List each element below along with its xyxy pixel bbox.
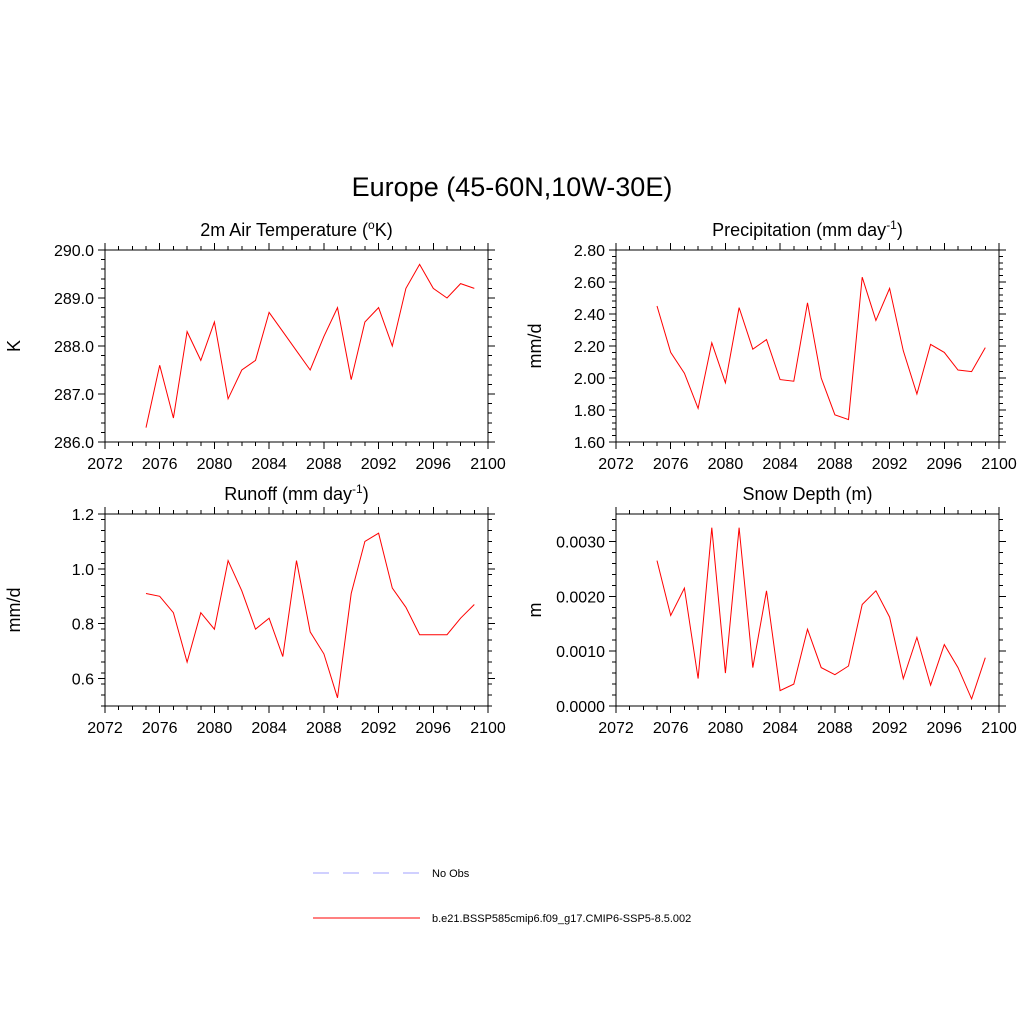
x-tick-label: 2080 (708, 720, 744, 737)
figure-title: Europe (45-60N,10W-30E) (352, 172, 673, 202)
y-axis-label: m (525, 603, 545, 618)
panel-temperature: 2072 2076 2080 2084 2088 2092 2096 2100 286.0 287… (4, 218, 506, 473)
panel-title: 2m Air Temperature (oK) (200, 218, 392, 240)
x-tick-label: 2076 (142, 720, 178, 737)
y-tick-label: 2.00 (574, 371, 605, 388)
x-tick-label: 2072 (87, 456, 123, 473)
x-tick-label: 2072 (598, 720, 634, 737)
x-tick-label: 2088 (306, 720, 342, 737)
x-tick-label: 2076 (653, 720, 689, 737)
x-tick-label: 2100 (981, 456, 1017, 473)
y-tick-label: 0.0010 (556, 644, 605, 661)
x-tick-label: 2084 (251, 456, 287, 473)
legend: No Obs b.e21.BSSP585cmip6.f09_g17.CMIP6-S… (313, 868, 691, 925)
x-tick-label: 2080 (197, 720, 233, 737)
x-tick-label: 2084 (762, 720, 798, 737)
y-tick-label: 2.20 (574, 339, 605, 356)
y-tick-label: 287.0 (54, 387, 94, 404)
x-tick-label: 2088 (817, 456, 853, 473)
x-tick-label: 2088 (817, 720, 853, 737)
x-tick-label: 2100 (470, 456, 506, 473)
x-tick-label: 2072 (87, 720, 123, 737)
panel-title: Runoff (mm day-1) (224, 482, 368, 504)
y-axis-label: mm/d (525, 324, 545, 369)
x-tick-label: 2088 (306, 456, 342, 473)
series-line (145, 263, 475, 428)
x-tick-label: 2096 (415, 720, 451, 737)
y-tick-label: 286.0 (54, 435, 94, 452)
y-tick-label: 0.8 (72, 617, 94, 634)
y-tick-label: 1.0 (72, 562, 94, 579)
y-tick-label: 2.80 (574, 243, 605, 260)
y-tick-label: 0.0030 (556, 534, 605, 551)
y-tick-label: 290.0 (54, 243, 94, 260)
y-tick-label: 0.0000 (556, 699, 605, 716)
x-tick-label: 2076 (142, 456, 178, 473)
y-tick-label: 288.0 (54, 339, 94, 356)
panel-title: Snow Depth (m) (742, 484, 872, 504)
x-tick-label: 2092 (872, 720, 908, 737)
x-tick-label: 2096 (415, 456, 451, 473)
series-line (656, 527, 986, 701)
y-axis-label: mm/d (4, 588, 24, 633)
x-tick-label: 2100 (981, 720, 1017, 737)
x-tick-label: 2072 (598, 456, 634, 473)
panel-precipitation: 2072 2076 2080 2084 2088 2092 2096 2100 1.60 1.80… (525, 218, 1017, 473)
panel-runoff: 2072 2076 2080 2084 2088 2092 2096 2100 0.6 0.8 1.… (4, 482, 506, 737)
y-tick-label: 1.80 (574, 403, 605, 420)
x-tick-label: 2092 (361, 456, 397, 473)
y-tick-label: 2.60 (574, 275, 605, 292)
legend-label: b.e21.BSSP585cmip6.f09_g17.CMIP6-SSP5-8.… (432, 913, 691, 925)
y-axis-label: K (4, 340, 24, 352)
x-tick-label: 2084 (251, 720, 287, 737)
x-tick-label: 2100 (470, 720, 506, 737)
panel-snow-depth: 2072 2076 2080 2084 2088 2092 2096 2100 0.0000 0.… (525, 484, 1017, 737)
x-tick-label: 2080 (708, 456, 744, 473)
x-tick-label: 2096 (926, 720, 962, 737)
y-tick-label: 1.2 (72, 507, 94, 524)
x-tick-label: 2092 (361, 720, 397, 737)
series-line (656, 277, 986, 421)
x-tick-label: 2096 (926, 456, 962, 473)
y-tick-label: 289.0 (54, 291, 94, 308)
y-tick-label: 2.40 (574, 307, 605, 324)
x-tick-label: 2092 (872, 456, 908, 473)
y-tick-label: 0.6 (72, 672, 94, 689)
x-tick-label: 2080 (197, 456, 233, 473)
panel-title: Precipitation (mm day-1) (712, 218, 903, 240)
series-line (145, 532, 475, 698)
y-tick-label: 1.60 (574, 435, 605, 452)
x-tick-label: 2084 (762, 456, 798, 473)
y-tick-label: 0.0020 (556, 589, 605, 606)
x-tick-label: 2076 (653, 456, 689, 473)
legend-label: No Obs (432, 868, 470, 880)
